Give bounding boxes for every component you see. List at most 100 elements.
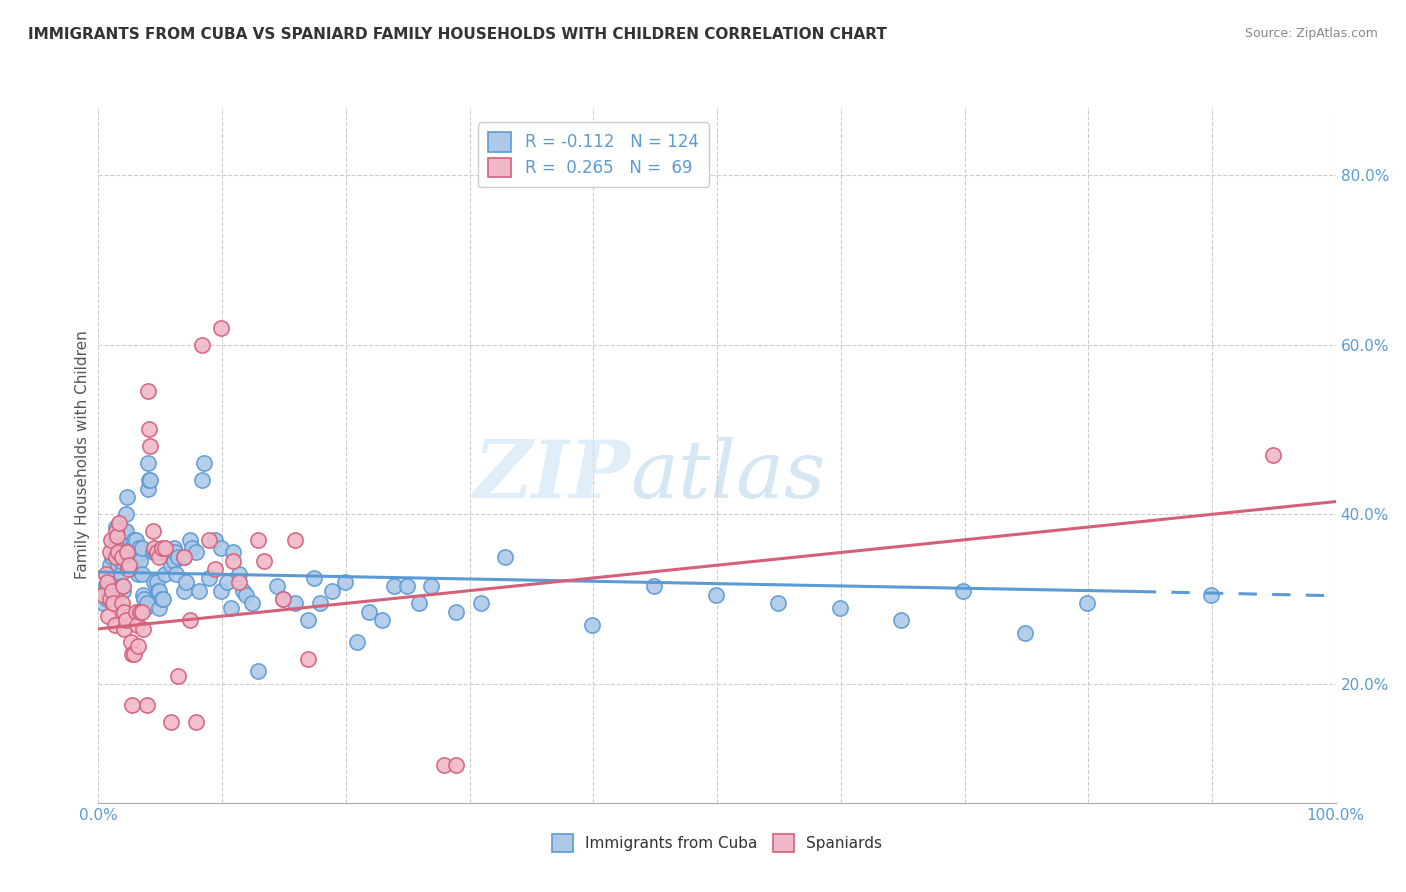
Point (103, 533, 125, 547)
Point (114, 613, 136, 627)
Point (103, 596, 125, 610)
Point (284, 596, 307, 610)
Point (209, 583, 232, 598)
Point (124, 648, 146, 662)
Point (160, 715, 183, 730)
Point (228, 566, 250, 581)
Point (408, 596, 430, 610)
Text: ZIP: ZIP (474, 437, 630, 515)
Point (333, 575, 356, 590)
Point (297, 651, 319, 665)
Point (129, 605, 152, 619)
Point (444, 605, 467, 619)
Point (155, 541, 177, 556)
Point (217, 575, 239, 590)
Text: atlas: atlas (630, 437, 825, 515)
Point (143, 545, 166, 559)
Point (135, 698, 157, 713)
Point (125, 549, 148, 564)
Point (129, 545, 152, 559)
Point (136, 384, 159, 399)
Point (118, 558, 141, 573)
Point (581, 617, 603, 632)
Point (115, 545, 138, 559)
Point (371, 613, 394, 627)
Point (142, 545, 165, 559)
Point (173, 583, 195, 598)
Point (93, 588, 115, 602)
Point (165, 566, 187, 581)
Point (186, 715, 208, 730)
Point (107, 558, 129, 573)
Point (105, 533, 128, 547)
Point (112, 524, 135, 539)
Point (266, 579, 288, 593)
Point (179, 613, 201, 627)
Point (163, 541, 186, 556)
Point (124, 533, 146, 547)
Point (111, 533, 134, 547)
Point (495, 549, 517, 564)
Point (173, 549, 195, 564)
Point (121, 648, 143, 662)
Point (114, 524, 136, 539)
Point (124, 533, 146, 547)
Point (165, 545, 187, 559)
Point (148, 549, 170, 564)
Point (235, 588, 257, 602)
Point (191, 474, 214, 488)
Point (828, 600, 851, 615)
Point (197, 533, 219, 547)
Point (101, 566, 124, 581)
Point (115, 491, 138, 505)
Point (98, 558, 121, 573)
Point (96, 592, 118, 607)
Point (193, 457, 215, 471)
Point (433, 757, 456, 772)
Point (94, 566, 117, 581)
Point (271, 592, 294, 607)
Point (232, 583, 254, 598)
Point (121, 558, 143, 573)
Point (197, 571, 219, 585)
Point (139, 439, 162, 453)
Point (114, 508, 136, 522)
Point (191, 337, 214, 351)
Point (359, 605, 381, 619)
Point (110, 566, 132, 581)
Point (112, 622, 135, 636)
Point (704, 588, 727, 602)
Point (124, 562, 146, 576)
Text: Source: ZipAtlas.com: Source: ZipAtlas.com (1244, 27, 1378, 40)
Point (890, 613, 912, 627)
Point (1076, 596, 1098, 610)
Point (139, 474, 162, 488)
Point (142, 524, 165, 539)
Point (240, 596, 263, 610)
Point (346, 634, 368, 648)
Point (284, 533, 307, 547)
Point (107, 545, 129, 559)
Point (112, 579, 135, 593)
Point (204, 533, 226, 547)
Point (111, 549, 134, 564)
Point (253, 554, 276, 568)
Point (146, 583, 169, 598)
Point (105, 524, 128, 539)
Point (111, 596, 134, 610)
Point (96, 575, 118, 590)
Point (115, 545, 138, 559)
Point (104, 592, 127, 607)
Point (952, 583, 974, 598)
Point (187, 583, 209, 598)
Point (444, 757, 467, 772)
Point (145, 575, 167, 590)
Point (131, 541, 153, 556)
Point (150, 592, 173, 607)
Point (143, 541, 166, 556)
Point (101, 583, 124, 598)
Point (104, 549, 127, 564)
Text: IMMIGRANTS FROM CUBA VS SPANIARD FAMILY HOUSEHOLDS WITH CHILDREN CORRELATION CHA: IMMIGRANTS FROM CUBA VS SPANIARD FAMILY … (28, 27, 887, 42)
Point (111, 579, 134, 593)
Point (148, 583, 170, 598)
